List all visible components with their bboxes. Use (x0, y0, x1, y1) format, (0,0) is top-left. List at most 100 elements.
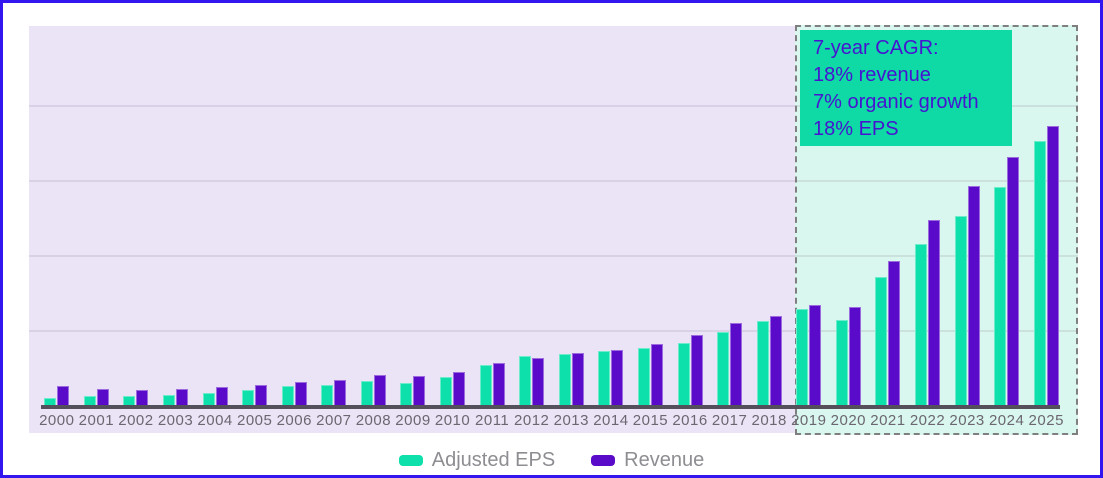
year-label-2019: 2019 (791, 412, 827, 429)
revenue-bar-2004 (215, 387, 228, 405)
plot-area: 2000 2001 2002 2003 2004 2005 2006 2007 2008 2009… (29, 25, 1078, 435)
year-label-2002: 2002 (118, 412, 154, 429)
revenue-bar-2021 (888, 261, 901, 405)
bar-group-2006 (274, 26, 314, 405)
bar-group-2025 (1026, 26, 1066, 405)
adjusted-eps-bar-2024 (994, 187, 1007, 405)
bar-group-2016 (670, 26, 710, 405)
gridline (29, 255, 1078, 257)
adjusted-eps-bar-2007 (321, 385, 334, 405)
bar-group-2009 (393, 26, 433, 405)
adjusted-eps-bar-2018 (756, 321, 769, 405)
bar-group-2002 (116, 26, 156, 405)
year-label-2016: 2016 (672, 412, 708, 429)
year-label-2025: 2025 (1028, 412, 1064, 429)
revenue-bar-2013 (571, 353, 584, 405)
year-label-2001: 2001 (78, 412, 115, 429)
revenue-bar-2018 (769, 316, 782, 405)
adjusted-eps-bar-2016 (677, 343, 690, 405)
bar-series-container (37, 26, 1066, 405)
adjusted-eps-bar-2025 (1033, 141, 1046, 405)
year-label-2009: 2009 (395, 412, 431, 429)
revenue-bar-2001 (96, 389, 109, 405)
revenue-bar-2022 (928, 220, 940, 405)
revenue-bar-2016 (690, 335, 703, 405)
legend-item-adjusted-eps: Adjusted EPS (398, 449, 556, 472)
adjusted-eps-bar-2022 (915, 244, 927, 405)
revenue-bar-2003 (176, 389, 189, 405)
year-label-2023: 2023 (949, 412, 985, 429)
bar-group-2014 (591, 26, 631, 405)
revenue-bar-2019 (809, 305, 822, 405)
year-label-2014: 2014 (593, 412, 629, 429)
revenue-swatch-icon (591, 455, 616, 466)
revenue-bar-2009 (413, 376, 426, 405)
year-label-2010: 2010 (434, 412, 471, 429)
adjusted-eps-bar-2006 (281, 386, 294, 405)
revenue-bar-2002 (136, 390, 149, 405)
revenue-bar-2017 (730, 323, 743, 405)
adjusted-eps-bar-2008 (360, 381, 373, 405)
year-label-2018: 2018 (751, 412, 787, 429)
bar-group-2022 (908, 26, 948, 405)
year-label-2012: 2012 (514, 412, 550, 429)
legend-label-revenue: Revenue (624, 449, 705, 471)
revenue-bar-2007 (334, 380, 347, 405)
year-label-2017: 2017 (711, 412, 748, 429)
bar-group-2024 (987, 26, 1027, 405)
bar-group-2010 (433, 26, 473, 405)
adjusted-eps-bar-2001 (83, 396, 96, 405)
year-label-2005: 2005 (236, 412, 273, 429)
bar-group-2015 (631, 26, 671, 405)
year-label-2007: 2007 (316, 412, 352, 429)
bar-group-2017 (710, 26, 750, 405)
adjusted-eps-bar-2009 (400, 383, 413, 405)
adjusted-eps-bar-2011 (479, 365, 492, 405)
revenue-bar-2006 (294, 382, 307, 405)
bar-group-2000 (37, 26, 77, 405)
year-label-2024: 2024 (988, 412, 1025, 429)
year-label-2020: 2020 (830, 412, 867, 429)
bar-group-2018 (749, 26, 789, 405)
bar-group-2005 (235, 26, 275, 405)
legend: Adjusted EPS Revenue (3, 449, 1100, 472)
bar-group-2021 (868, 26, 908, 405)
bar-group-2001 (77, 26, 117, 405)
revenue-bar-2024 (1007, 157, 1020, 405)
gridline (29, 105, 1078, 107)
x-axis-tick-labels: 2000 2001 2002 2003 2004 2005 2006 2007 2008 2009… (37, 412, 1066, 429)
year-label-2011: 2011 (475, 412, 510, 429)
bar-group-2023 (947, 26, 987, 405)
gridline (29, 180, 1078, 182)
adjusted-eps-bar-2023 (954, 216, 967, 405)
adjusted-eps-bar-2020 (835, 320, 848, 405)
year-label-2022: 2022 (909, 412, 946, 429)
annotation-line-3: 7% organic growth (813, 91, 979, 113)
legend-item-revenue: Revenue (591, 449, 704, 472)
revenue-bar-2010 (453, 372, 466, 405)
year-label-2000: 2000 (39, 412, 75, 429)
bar-group-2004 (195, 26, 235, 405)
bar-group-2013 (552, 26, 592, 405)
adjusted-eps-bar-2017 (717, 332, 730, 405)
bar-group-2011 (472, 26, 512, 405)
revenue-bar-2020 (848, 307, 861, 405)
legend-label-adjusted-eps: Adjusted EPS (431, 449, 556, 471)
bar-group-2012 (512, 26, 552, 405)
revenue-bar-2025 (1046, 126, 1059, 405)
adjusted-eps-bar-2013 (558, 354, 571, 405)
revenue-bar-2000 (57, 386, 70, 405)
year-label-2008: 2008 (355, 412, 392, 429)
bar-group-2003 (156, 26, 196, 405)
adjusted-eps-bar-2012 (519, 356, 532, 405)
revenue-bar-2008 (373, 375, 386, 405)
bar-group-2008 (354, 26, 394, 405)
year-label-2021: 2021 (870, 412, 906, 429)
year-label-2006: 2006 (276, 412, 312, 429)
revenue-bar-2005 (255, 385, 268, 405)
revenue-bar-2015 (650, 344, 663, 405)
adjusted-eps-bar-2000 (44, 398, 57, 405)
annotation-line-4: 18% EPS (813, 118, 899, 140)
year-label-2003: 2003 (157, 412, 194, 429)
